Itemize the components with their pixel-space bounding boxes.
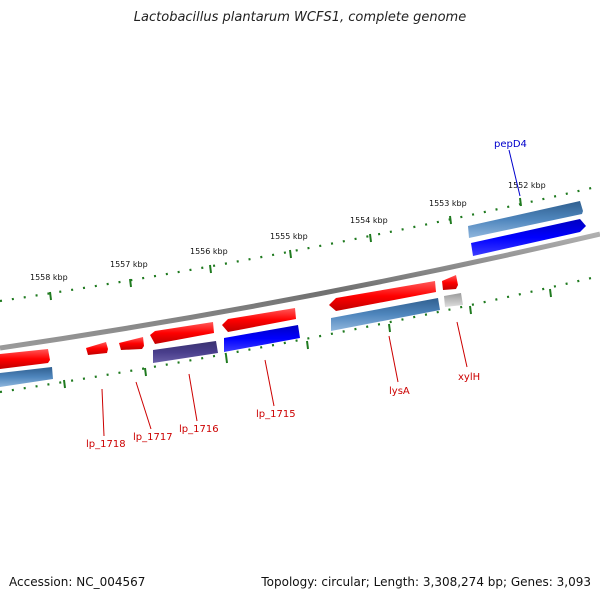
tick-label-1554: 1554 kbp	[350, 216, 388, 225]
leader-lp1716	[188, 373, 198, 422]
gene-arrow-xylH-reverse[interactable]	[444, 293, 463, 307]
major-ticks-reverse	[63, 288, 552, 389]
gene-label-lp1715[interactable]: lp_1715	[256, 409, 296, 420]
forward-strand-genes	[0, 201, 583, 369]
gene-arrow-lp1718[interactable]	[86, 342, 108, 355]
gene-label-lp1717[interactable]: lp_1717	[133, 432, 173, 443]
map-title: Lactobacillus plantarum WCFS1, complete …	[133, 10, 467, 25]
leader-lp1718	[101, 388, 105, 437]
gene-arrow-lp1715-reverse[interactable]	[224, 325, 300, 352]
gene-arrow-pepD4-reverse[interactable]	[471, 219, 586, 256]
gene-arrow-xylH[interactable]	[442, 275, 458, 290]
leader-lines	[101, 149, 521, 437]
gene-arrow-lp1716-reverse[interactable]	[153, 341, 218, 363]
tick-label-1552: 1552 kbp	[508, 181, 546, 190]
genome-stats-text: Topology: circular; Length: 3,308,274 bp…	[261, 575, 591, 589]
gene-arrow-lp1715[interactable]	[222, 308, 296, 332]
reverse-tick-row	[0, 274, 600, 394]
gene-arrow-lp1716[interactable]	[150, 322, 214, 344]
leader-lp1717	[135, 381, 152, 430]
genome-backbone	[0, 231, 600, 351]
reverse-strand-genes	[0, 219, 586, 387]
gene-arrow-lysA[interactable]	[329, 281, 436, 311]
tick-label-1553: 1553 kbp	[429, 199, 467, 208]
tick-label-1558: 1558 kbp	[30, 273, 68, 282]
tick-label-1555: 1555 kbp	[270, 232, 308, 241]
gene-arrow-lp1717[interactable]	[119, 337, 144, 350]
gene-arrow-lysA-reverse[interactable]	[331, 298, 440, 331]
tick-label-1557: 1557 kbp	[110, 260, 148, 269]
major-ticks-forward	[49, 197, 522, 301]
gene-label-lysA[interactable]: lysA	[389, 386, 410, 397]
gene-label-lp1718[interactable]: lp_1718	[86, 439, 126, 450]
gene-arrow-far-left-steel[interactable]	[0, 367, 53, 387]
gene-label-pepD4[interactable]: pepD4	[494, 139, 527, 150]
forward-tick-row	[0, 184, 600, 303]
leader-lysA	[388, 335, 399, 383]
accession-text: Accession: NC_004567	[9, 575, 146, 589]
tick-label-1556: 1556 kbp	[190, 247, 228, 256]
gene-arrow-pepD4[interactable]	[468, 201, 583, 238]
gene-label-xylH[interactable]: xylH	[458, 372, 480, 383]
leader-pepD4	[508, 149, 521, 197]
gene-label-lp1716[interactable]: lp_1716	[179, 424, 219, 435]
leader-xylH	[456, 321, 468, 368]
gene-arrow-far-left-red[interactable]	[0, 349, 50, 369]
leader-lp1715	[264, 359, 275, 407]
